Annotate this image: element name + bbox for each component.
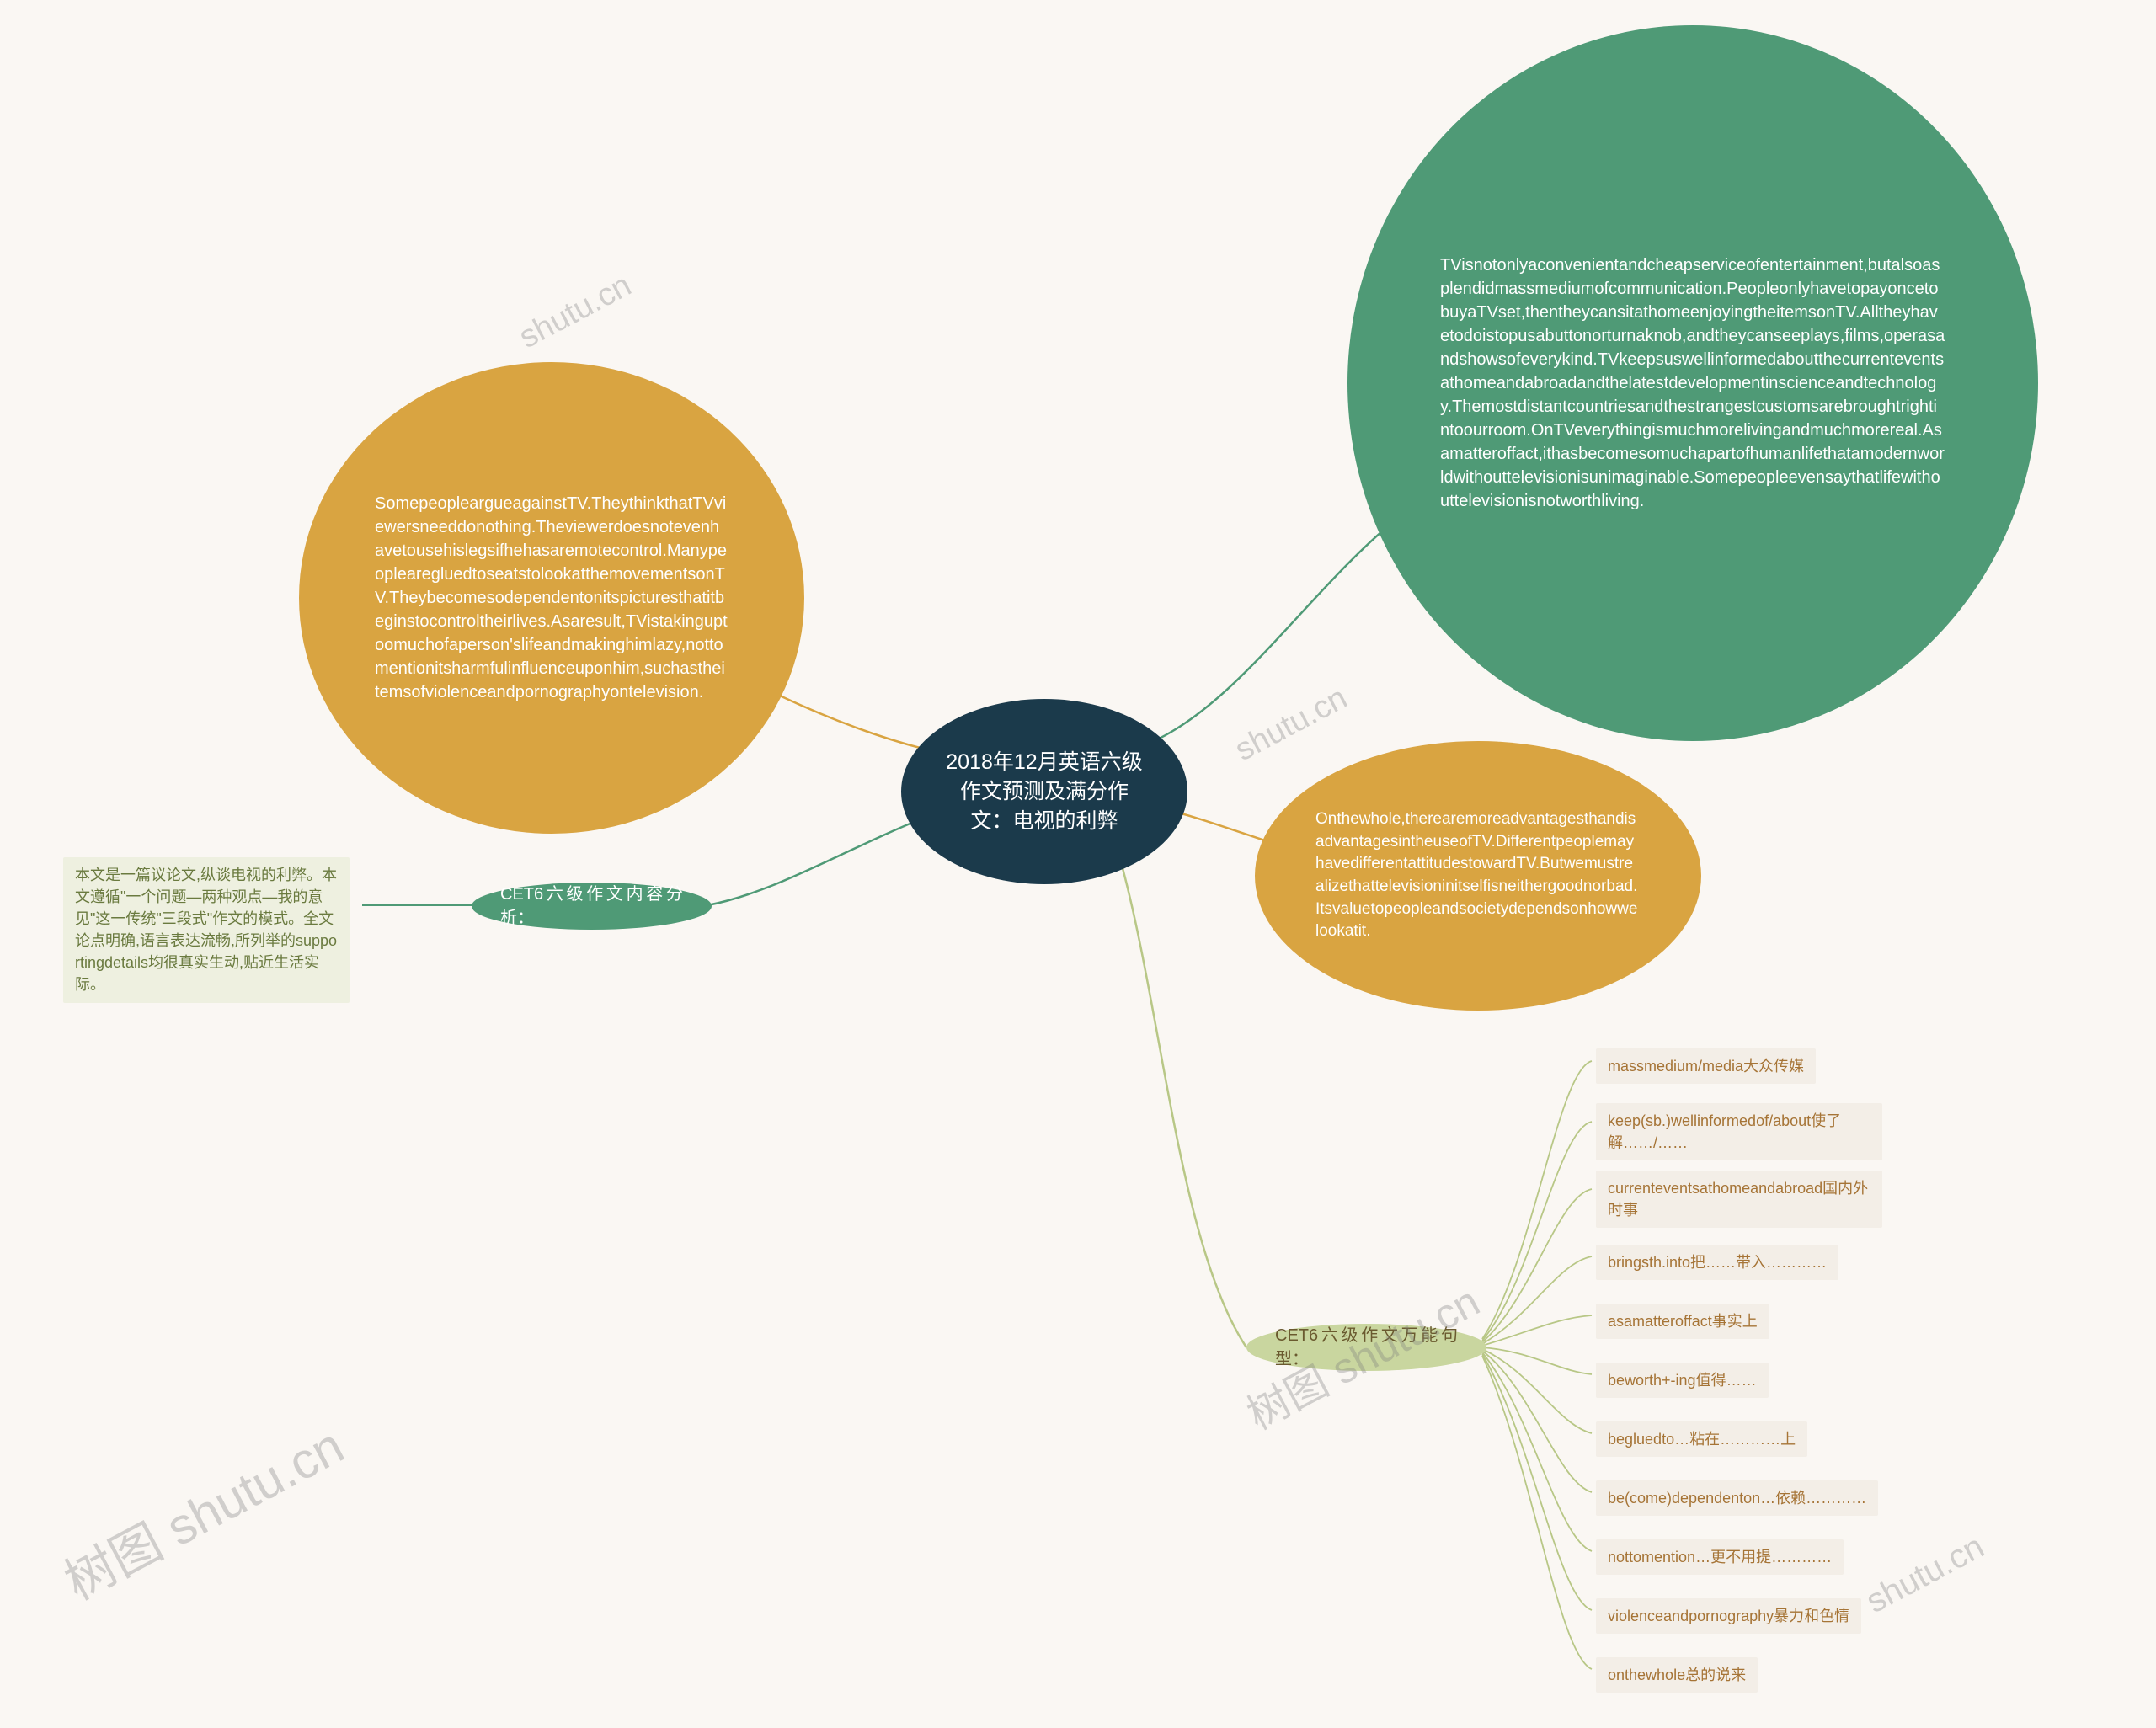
leaf-pattern-1: keep(sb.)wellinformedof/about使了解……/…… xyxy=(1596,1103,1882,1160)
watermark: shutu.cn xyxy=(514,268,638,356)
watermark: shutu.cn xyxy=(1230,680,1353,769)
leaf-pattern-9: violenceandpornography暴力和色情 xyxy=(1596,1598,1861,1634)
leaf-analysis-content-text: 本文是一篇议论文,纵谈电视的利弊。本文遵循"一个问题—两种观点—我的意见"这一传… xyxy=(75,864,338,996)
leaf-pattern-4: asamatteroffact事实上 xyxy=(1596,1304,1769,1339)
leaf-pattern-2: currenteventsathomeandabroad国内外时事 xyxy=(1596,1171,1882,1228)
watermark: shutu.cn xyxy=(1860,1528,1991,1621)
branch-tv-advantages-text: TVisnotonlyaconvenientandcheapserviceofe… xyxy=(1440,253,1945,513)
branch-analysis-label[interactable]: CET6六级作文内容分析： xyxy=(472,883,712,930)
leaf-pattern-6: begluedto…粘在…………上 xyxy=(1596,1421,1807,1457)
leaf-pattern-10-text: onthewhole总的说来 xyxy=(1608,1664,1746,1686)
branch-patterns-label-text: CET6六级作文万能句型： xyxy=(1275,1324,1458,1371)
branch-patterns-label[interactable]: CET6六级作文万能句型： xyxy=(1246,1324,1486,1371)
branch-tv-disadvantages-text: SomepeopleargueagainstTV.TheythinkthatTV… xyxy=(375,492,728,704)
leaf-pattern-1-text: keep(sb.)wellinformedof/about使了解……/…… xyxy=(1608,1110,1870,1154)
leaf-pattern-7-text: be(come)dependenton…依赖………… xyxy=(1608,1487,1866,1509)
leaf-pattern-0: massmedium/media大众传媒 xyxy=(1596,1048,1816,1084)
mindmap-canvas: 2018年12月英语六级作文预测及满分作文：电视的利弊 TVisnotonlya… xyxy=(0,0,2156,1728)
center-topic[interactable]: 2018年12月英语六级作文预测及满分作文：电视的利弊 xyxy=(901,699,1187,884)
leaf-pattern-3-text: bringsth.into把……带入………… xyxy=(1608,1251,1827,1273)
leaf-analysis-content: 本文是一篇议论文,纵谈电视的利弊。本文遵循"一个问题—两种观点—我的意见"这一传… xyxy=(63,857,350,1003)
leaf-pattern-3: bringsth.into把……带入………… xyxy=(1596,1245,1838,1280)
leaf-pattern-5-text: beworth+-ing值得…… xyxy=(1608,1369,1757,1391)
branch-tv-advantages[interactable]: TVisnotonlyaconvenientandcheapserviceofe… xyxy=(1348,25,2038,741)
leaf-pattern-4-text: asamatteroffact事实上 xyxy=(1608,1310,1758,1332)
branch-conclusion-text: Onthewhole,therearemoreadvantagesthandis… xyxy=(1315,808,1641,943)
branch-conclusion[interactable]: Onthewhole,therearemoreadvantagesthandis… xyxy=(1255,741,1701,1011)
leaf-pattern-8: nottomention…更不用提………… xyxy=(1596,1539,1844,1575)
watermark: 树图 shutu.cn xyxy=(50,1406,355,1614)
leaf-pattern-7: be(come)dependenton…依赖………… xyxy=(1596,1480,1878,1516)
leaf-pattern-10: onthewhole总的说来 xyxy=(1596,1657,1758,1693)
leaf-pattern-9-text: violenceandpornography暴力和色情 xyxy=(1608,1605,1849,1627)
center-topic-text: 2018年12月英语六级作文预测及满分作文：电视的利弊 xyxy=(943,748,1145,836)
leaf-pattern-0-text: massmedium/media大众传媒 xyxy=(1608,1055,1804,1077)
leaf-pattern-5: beworth+-ing值得…… xyxy=(1596,1363,1769,1398)
leaf-pattern-2-text: currenteventsathomeandabroad国内外时事 xyxy=(1608,1177,1870,1221)
leaf-pattern-6-text: begluedto…粘在…………上 xyxy=(1608,1428,1796,1450)
branch-tv-disadvantages[interactable]: SomepeopleargueagainstTV.TheythinkthatTV… xyxy=(299,362,804,834)
branch-analysis-label-text: CET6六级作文内容分析： xyxy=(500,883,683,930)
leaf-pattern-8-text: nottomention…更不用提………… xyxy=(1608,1546,1832,1568)
